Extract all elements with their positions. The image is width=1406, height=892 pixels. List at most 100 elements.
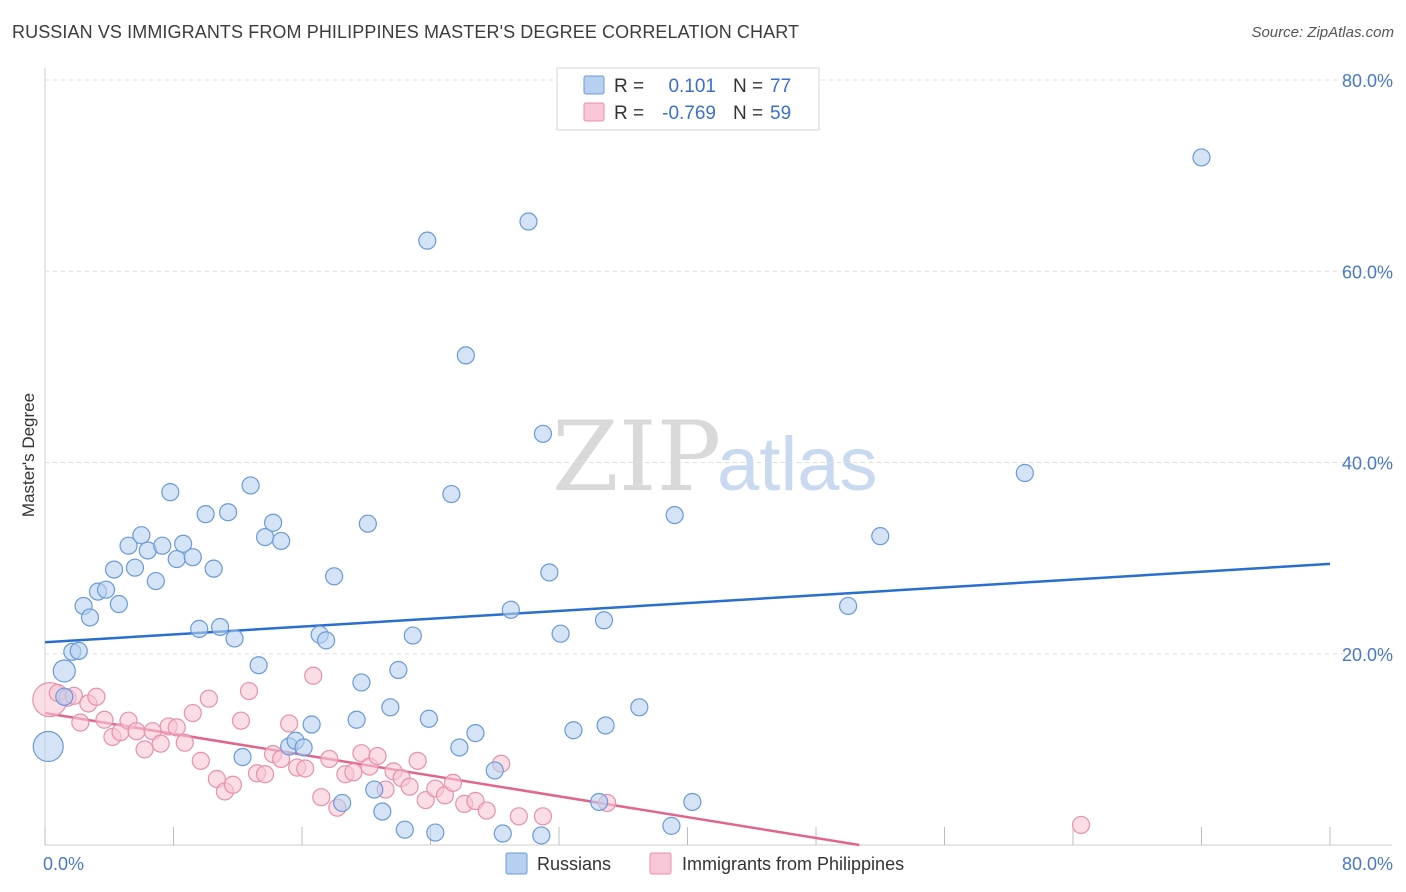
philippines-point — [400, 777, 419, 796]
russians-point — [395, 820, 414, 839]
russians-point — [373, 802, 392, 821]
philippines-point — [408, 751, 427, 770]
russians-point — [125, 558, 145, 577]
philippines-point — [223, 775, 243, 794]
russians-point — [272, 531, 291, 551]
philippines-point — [304, 666, 323, 685]
russians-points — [32, 148, 1211, 845]
russians-point — [426, 823, 445, 842]
russians-point — [665, 505, 684, 525]
russians-n-label: N = — [733, 76, 763, 97]
russians-point — [69, 641, 88, 660]
philippines-point — [320, 749, 339, 769]
russians-point — [302, 715, 321, 734]
russians-point — [381, 698, 400, 717]
russians-point — [132, 526, 151, 545]
russians-point — [249, 656, 268, 675]
russians-point — [146, 571, 165, 591]
russians-point — [594, 611, 614, 630]
russians-point — [450, 738, 469, 757]
russians-point — [662, 816, 681, 835]
russians-point — [418, 231, 437, 250]
stats-legend: R = 0.101 N = 77 R = -0.769 N = 59 — [556, 67, 820, 131]
philippines-point — [199, 689, 218, 708]
philippines-r-label: R = — [614, 103, 644, 124]
russians-point — [333, 793, 352, 813]
russians-point — [419, 709, 438, 728]
russians-point — [204, 559, 223, 578]
philippines-legend-swatch — [583, 102, 605, 122]
philippines-point — [280, 714, 299, 733]
philippines-point — [509, 807, 528, 826]
philippines-point — [239, 681, 259, 701]
russians-point — [263, 513, 283, 532]
philippines-points — [32, 666, 1091, 835]
russians-point — [161, 483, 180, 502]
russians-point — [183, 548, 202, 567]
x-tick-label: 80.0% — [1342, 854, 1393, 874]
y-tick-label: 80.0% — [1342, 71, 1393, 91]
russians-point — [316, 631, 336, 650]
russians-point — [104, 560, 124, 579]
russians-point — [466, 724, 485, 743]
philippines-legend-marker — [649, 852, 672, 875]
philippines-point — [344, 763, 363, 782]
y-axis-label: Master's Degree — [19, 393, 38, 517]
russians-point — [109, 594, 128, 614]
russians-point — [225, 629, 244, 648]
russians-legend-swatch — [583, 75, 605, 95]
russians-point — [294, 738, 313, 757]
russians-point — [96, 580, 116, 599]
philippines-point — [1071, 815, 1091, 835]
philippines-point — [231, 711, 251, 730]
y-tick-label: 20.0% — [1342, 645, 1393, 665]
tick-labels: 20.0% 40.0% 60.0% 80.0% 0.0% 80.0% — [43, 71, 1393, 874]
philippines-point — [151, 734, 170, 753]
russians-point — [590, 792, 609, 812]
russians-point — [347, 710, 366, 729]
russians-legend-label: Russians — [537, 854, 611, 874]
russians-point — [196, 505, 215, 524]
chart-title: RUSSIAN VS IMMIGRANTS FROM PHILIPPINES M… — [12, 22, 800, 42]
russians-trend-line — [44, 562, 1331, 644]
russians-point — [871, 527, 890, 546]
russians-r-value: 0.101 — [668, 76, 716, 97]
philippines-point — [368, 746, 387, 766]
philippines-point — [255, 765, 275, 784]
chart-source: Source: ZipAtlas.com — [1251, 24, 1394, 41]
russians-point — [630, 698, 649, 717]
russians-n-value: 77 — [770, 76, 791, 97]
russians-point — [442, 484, 461, 504]
russians-point — [80, 608, 100, 627]
russians-point — [532, 826, 551, 845]
russians-point — [32, 730, 64, 763]
russians-point — [596, 716, 615, 735]
philippines-point — [191, 751, 210, 770]
russians-point — [119, 536, 138, 555]
philippines-point — [135, 740, 154, 759]
russians-point — [365, 780, 384, 799]
russians-point — [403, 626, 422, 645]
russians-point — [52, 659, 76, 683]
russians-point — [219, 503, 238, 522]
russians-point — [485, 761, 504, 780]
russians-point — [501, 600, 520, 619]
series-legend: Russians Immigrants from Philippines — [505, 852, 904, 875]
watermark-zip: ZIP — [552, 401, 721, 513]
philippines-legend-label: Immigrants from Philippines — [682, 854, 904, 874]
philippines-point — [175, 733, 194, 752]
x-tick-label: 0.0% — [43, 854, 84, 874]
russians-r-label: R = — [614, 76, 644, 97]
russians-point — [533, 424, 553, 443]
philippines-r-value: -0.769 — [662, 103, 716, 124]
russians-point — [174, 534, 193, 553]
russians-point — [153, 536, 172, 555]
russians-point — [325, 567, 344, 586]
russians-point — [358, 514, 377, 533]
russians-point — [210, 617, 230, 637]
russians-legend-marker — [505, 852, 528, 875]
russians-point — [493, 824, 512, 843]
russians-point — [352, 673, 371, 692]
philippines-point — [477, 801, 496, 820]
philippines-point — [183, 703, 202, 723]
